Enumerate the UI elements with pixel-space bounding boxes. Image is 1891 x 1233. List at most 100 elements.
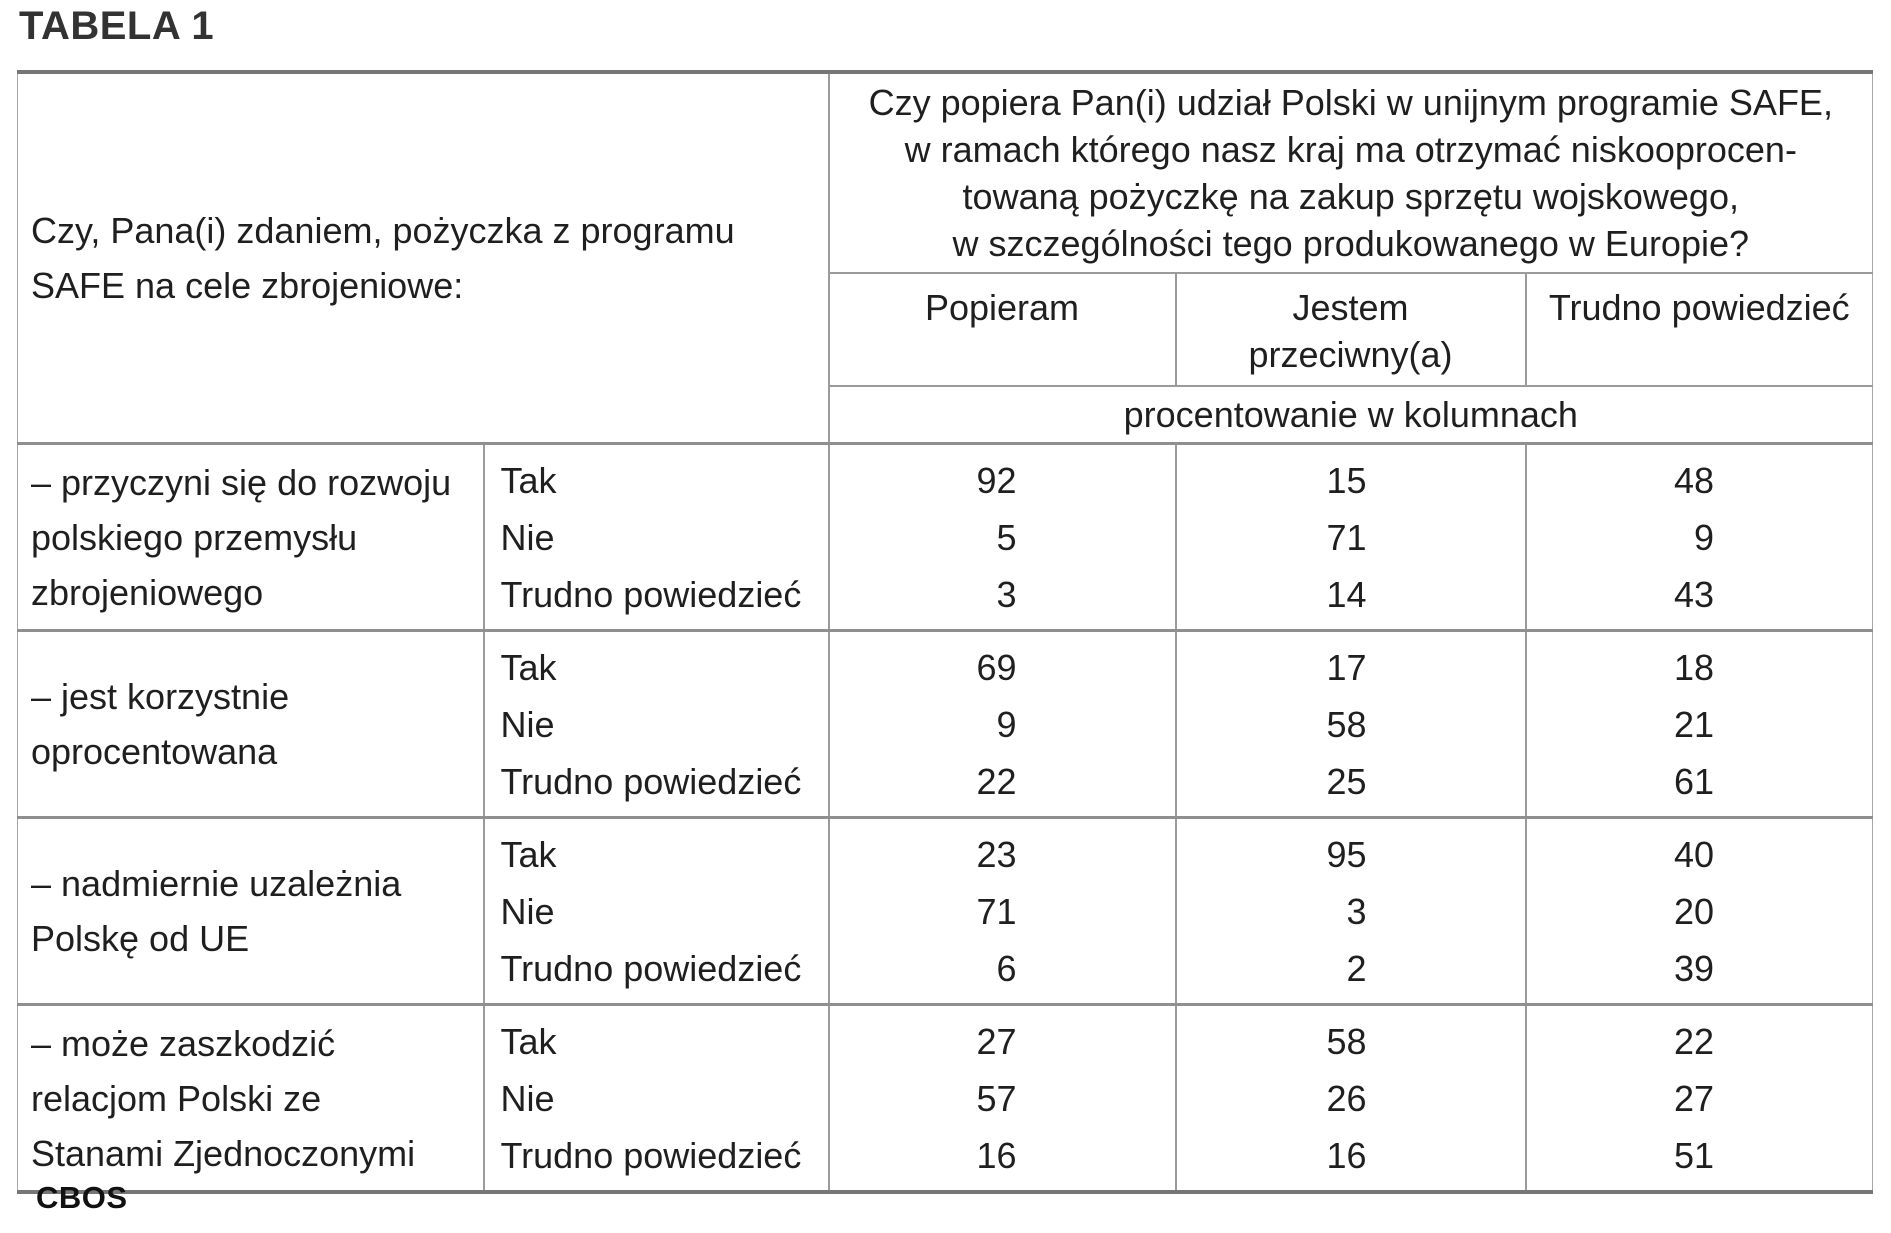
value: 2 bbox=[1346, 947, 1367, 989]
statement-line: relacjom Polski ze bbox=[31, 1077, 322, 1119]
answer-label: Tak bbox=[500, 833, 557, 875]
statement-line: – nadmiernie uzależnia bbox=[31, 863, 402, 904]
value: 27 bbox=[976, 1020, 1017, 1062]
question-line: w szczególności tego produkowanego w Eur… bbox=[952, 223, 1750, 264]
value: 3 bbox=[996, 573, 1017, 615]
answer-labels-cell: Tak Nie Trudno powiedzieć bbox=[482, 817, 829, 1006]
value: 16 bbox=[1326, 1134, 1367, 1176]
value: 43 bbox=[1673, 573, 1715, 615]
value: 61 bbox=[1673, 760, 1715, 802]
values-cell-popieram: 69 9 22 bbox=[827, 630, 1176, 819]
table-row-group-3: – nadmiernie uzależnia Polskę od UE Tak … bbox=[17, 817, 1873, 1006]
statement-line: – jest korzystnie bbox=[31, 676, 290, 717]
column-header-line: przeciwny(a) bbox=[1248, 334, 1453, 375]
table-row-group-1: – przyczyni się do rozwoju polskiego prz… bbox=[17, 443, 1873, 632]
answer-label: Nie bbox=[500, 703, 555, 745]
value: 58 bbox=[1326, 703, 1367, 745]
values-cell-przeciwny: 15 71 14 bbox=[1174, 443, 1526, 632]
value: 26 bbox=[1326, 1077, 1367, 1119]
page-title: TABELA 1 bbox=[19, 4, 215, 48]
answer-label: Trudno powiedzieć bbox=[500, 760, 802, 802]
value: 71 bbox=[1326, 516, 1367, 558]
value: 15 bbox=[1326, 459, 1367, 501]
table-row-group-4: – może zaszkodzić relacjom Polski ze Sta… bbox=[17, 1004, 1873, 1194]
value: 27 bbox=[1673, 1077, 1715, 1119]
values-cell-popieram: 23 71 6 bbox=[827, 817, 1176, 1006]
question-line: w ramach którego nasz kraj ma otrzymać n… bbox=[904, 129, 1797, 170]
row-header-cell: Czy, Pana(i) zdaniem, pożyczka z program… bbox=[17, 72, 829, 445]
column-header-line: Trudno powiedzieć bbox=[1548, 287, 1850, 328]
statement-cell: – może zaszkodzić relacjom Polski ze Sta… bbox=[17, 1004, 484, 1194]
answer-label: Nie bbox=[500, 516, 555, 558]
question-line: Czy popiera Pan(i) udział Polski w unijn… bbox=[868, 82, 1833, 123]
answer-labels-cell: Tak Nie Trudno powiedzieć bbox=[482, 443, 829, 632]
statement-line: – może zaszkodzić bbox=[31, 1022, 336, 1064]
values-cell-trudno: 18 21 61 bbox=[1524, 630, 1873, 819]
statement-line: Polskę od UE bbox=[31, 918, 250, 959]
statement-line: Stanami Zjednoczonymi bbox=[31, 1132, 416, 1174]
answer-label: Tak bbox=[500, 459, 557, 501]
statement-line: oprocentowana bbox=[31, 731, 278, 772]
percentage-note-cell: procentowanie w kolumnach bbox=[827, 386, 1873, 445]
value: 6 bbox=[996, 947, 1017, 989]
question-line: towaną pożyczkę na zakup sprzętu wojskow… bbox=[962, 176, 1739, 217]
value: 22 bbox=[1673, 1020, 1715, 1062]
value: 25 bbox=[1326, 760, 1367, 802]
column-header-line: Jestem bbox=[1292, 287, 1409, 328]
value: 20 bbox=[1673, 890, 1715, 932]
value: 92 bbox=[976, 459, 1017, 501]
statement-line: polskiego przemysłu bbox=[31, 516, 358, 558]
answer-label: Trudno powiedzieć bbox=[500, 1134, 802, 1176]
value: 58 bbox=[1326, 1020, 1367, 1062]
column-header-popieram: Popieram bbox=[827, 273, 1176, 387]
values-cell-popieram: 27 57 16 bbox=[827, 1004, 1176, 1194]
statement-line: – przyczyni się do rozwoju bbox=[31, 461, 452, 503]
value: 51 bbox=[1673, 1134, 1715, 1176]
value: 5 bbox=[996, 516, 1017, 558]
statement-cell: – przyczyni się do rozwoju polskiego prz… bbox=[17, 443, 484, 632]
statement-cell: – jest korzystnie oprocentowana bbox=[17, 630, 484, 819]
column-header-jestem-przeciwny: Jestem przeciwny(a) bbox=[1174, 273, 1526, 387]
value: 17 bbox=[1326, 646, 1367, 688]
row-header-line: Czy, Pana(i) zdaniem, pożyczka z program… bbox=[31, 210, 735, 251]
value: 18 bbox=[1673, 646, 1715, 688]
answer-label: Trudno powiedzieć bbox=[500, 947, 802, 989]
value: 48 bbox=[1673, 459, 1715, 501]
column-header-trudno-powiedziec: Trudno powiedzieć bbox=[1524, 273, 1873, 387]
table-row-group-2: – jest korzystnie oprocentowana Tak Nie … bbox=[17, 630, 1873, 819]
values-cell-przeciwny: 95 3 2 bbox=[1174, 817, 1526, 1006]
value: 39 bbox=[1673, 947, 1715, 989]
answer-label: Trudno powiedzieć bbox=[500, 573, 802, 615]
values-cell-przeciwny: 58 26 16 bbox=[1174, 1004, 1526, 1194]
cbos-logo: CBOS bbox=[36, 1180, 128, 1215]
answer-label: Tak bbox=[500, 1020, 557, 1062]
value: 16 bbox=[976, 1134, 1017, 1176]
answer-labels-cell: Tak Nie Trudno powiedzieć bbox=[482, 1004, 829, 1194]
answer-label: Tak bbox=[500, 646, 557, 688]
values-cell-trudno: 48 9 43 bbox=[1524, 443, 1873, 632]
value: 57 bbox=[976, 1077, 1017, 1119]
values-cell-trudno: 22 27 51 bbox=[1524, 1004, 1873, 1194]
value: 69 bbox=[976, 646, 1017, 688]
statement-line: zbrojeniowego bbox=[31, 571, 264, 613]
row-header-line: SAFE na cele zbrojeniowe: bbox=[31, 265, 464, 306]
value: 22 bbox=[976, 760, 1017, 802]
answer-label: Nie bbox=[500, 890, 555, 932]
survey-results-table: Czy, Pana(i) zdaniem, pożyczka z program… bbox=[17, 70, 1874, 1194]
value: 9 bbox=[996, 703, 1017, 745]
value: 40 bbox=[1673, 833, 1715, 875]
value: 21 bbox=[1673, 703, 1715, 745]
column-header-line: Popieram bbox=[924, 287, 1080, 328]
value: 14 bbox=[1326, 573, 1367, 615]
answer-label: Nie bbox=[500, 1077, 555, 1119]
value: 95 bbox=[1326, 833, 1367, 875]
values-cell-popieram: 92 5 3 bbox=[827, 443, 1176, 632]
value: 3 bbox=[1346, 890, 1367, 932]
table-row-question-header: Czy, Pana(i) zdaniem, pożyczka z program… bbox=[17, 72, 1873, 445]
values-cell-trudno: 40 20 39 bbox=[1524, 817, 1873, 1006]
value: 9 bbox=[1694, 516, 1715, 558]
value: 71 bbox=[976, 890, 1017, 932]
table-row-note: procentowanie w kolumnach bbox=[18, 386, 1873, 445]
table-row-column-headers: Popieram Jestem przeciwny(a) Trudno powi… bbox=[18, 273, 1873, 387]
